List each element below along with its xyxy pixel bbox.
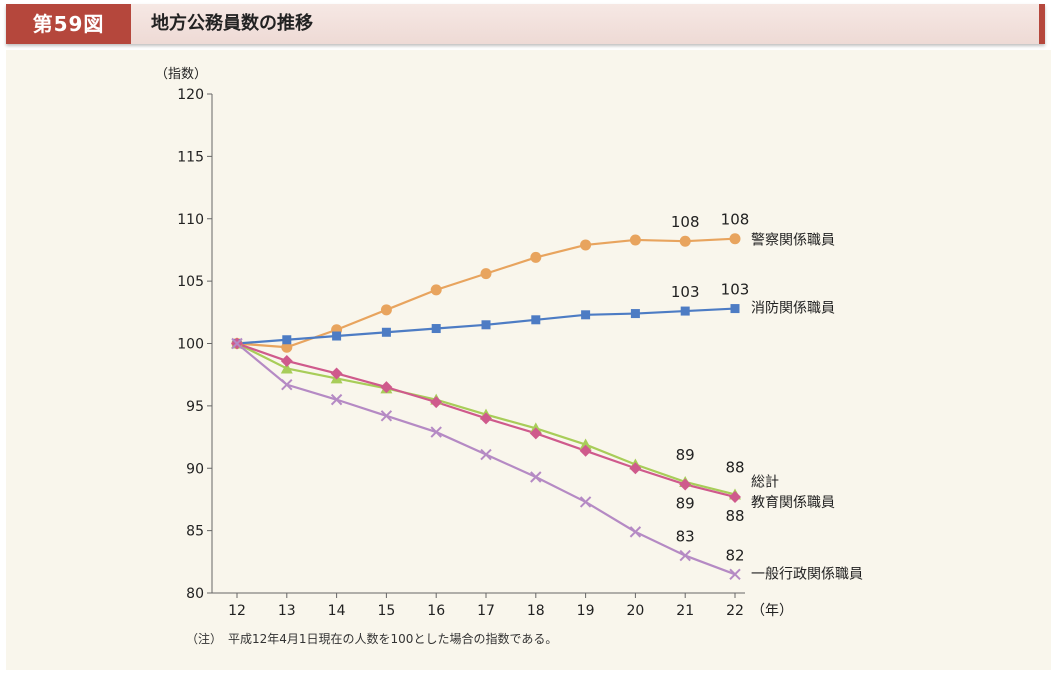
x-tick-label: 18 bbox=[527, 603, 545, 619]
footnote: （注） 平成12年4月1日現在の人数を100とした場合の指数である。 bbox=[186, 632, 558, 646]
y-tick-label: 105 bbox=[177, 274, 204, 290]
data-point-marker bbox=[380, 304, 392, 316]
y-tick-label: 85 bbox=[186, 524, 204, 540]
data-point-marker bbox=[729, 568, 741, 580]
data-point-marker bbox=[529, 427, 542, 440]
x-tick-label: 16 bbox=[427, 603, 445, 619]
series-name-label: 一般行政関係職員 bbox=[751, 566, 863, 582]
data-point-marker bbox=[380, 381, 393, 394]
y-tick-label: 80 bbox=[186, 586, 204, 602]
x-tick-label: 19 bbox=[577, 603, 595, 619]
data-point-marker bbox=[480, 268, 492, 280]
x-tick-label: 20 bbox=[626, 603, 644, 619]
series-line bbox=[236, 342, 736, 576]
data-point-marker bbox=[380, 410, 393, 422]
data-point-marker bbox=[530, 251, 542, 263]
data-point-marker bbox=[381, 327, 391, 337]
data-label: 108 bbox=[721, 211, 750, 229]
data-point-marker bbox=[330, 367, 343, 380]
data-point-marker bbox=[430, 284, 442, 296]
x-tick-label: 17 bbox=[477, 603, 495, 619]
data-point-marker bbox=[531, 315, 541, 325]
y-tick-label: 110 bbox=[177, 212, 204, 228]
data-point-marker bbox=[680, 306, 690, 316]
series-line bbox=[236, 237, 736, 349]
figure-number-badge: 第59図 bbox=[6, 4, 131, 44]
data-point-marker bbox=[630, 309, 640, 319]
data-label: 108 bbox=[671, 213, 700, 231]
data-label: 88 bbox=[725, 507, 744, 525]
data-point-marker bbox=[581, 310, 591, 320]
data-point-marker bbox=[281, 378, 293, 391]
data-label: 103 bbox=[671, 283, 700, 301]
x-tick-label: 14 bbox=[328, 603, 346, 619]
data-point-marker bbox=[679, 549, 691, 562]
data-label: 82 bbox=[725, 546, 744, 564]
x-tick-label: 21 bbox=[676, 603, 694, 619]
x-tick-label: 15 bbox=[377, 603, 395, 619]
data-point-marker bbox=[579, 438, 592, 450]
data-point-marker bbox=[330, 393, 343, 406]
data-point-marker bbox=[480, 448, 492, 461]
data-point-marker bbox=[480, 412, 492, 425]
data-point-marker bbox=[280, 354, 293, 367]
data-point-marker bbox=[579, 496, 592, 508]
x-tick-label: 22 bbox=[726, 603, 744, 619]
data-point-marker bbox=[481, 320, 491, 330]
data-label: 89 bbox=[676, 446, 695, 464]
data-point-marker bbox=[430, 426, 442, 438]
data-point-marker bbox=[729, 490, 741, 503]
data-point-marker bbox=[679, 235, 691, 247]
line-chart: 80 85 90 95 100 105 110 115 120 （指数） 12 13 14 15 16 17 1… bbox=[155, 67, 863, 619]
data-point-marker bbox=[530, 471, 542, 483]
chart-panel: 80 85 90 95 100 105 110 115 120 （指数） 12 13 14 15 16 17 1… bbox=[6, 50, 1051, 670]
data-point-marker bbox=[629, 234, 641, 246]
y-tick-label: 100 bbox=[177, 337, 204, 353]
series-name-label: 教育関係職員 bbox=[751, 495, 835, 511]
data-point-marker bbox=[730, 304, 740, 314]
data-point-marker bbox=[580, 239, 592, 251]
y-tick-label: 120 bbox=[177, 87, 204, 103]
series-name-label: 総計 bbox=[751, 474, 779, 490]
data-point-marker bbox=[282, 335, 292, 345]
data-label: 88 bbox=[725, 458, 744, 476]
data-point-marker bbox=[430, 396, 443, 409]
x-axis-label: （年） bbox=[751, 603, 793, 619]
x-tick-label: 12 bbox=[228, 603, 246, 619]
data-point-marker bbox=[332, 331, 342, 341]
x-tick-label: 13 bbox=[278, 603, 296, 619]
data-point-marker bbox=[729, 233, 741, 245]
data-label: 89 bbox=[676, 494, 695, 512]
series-name-label: 消防関係職員 bbox=[751, 301, 835, 317]
series-name-label: 警察関係職員 bbox=[751, 232, 835, 249]
y-tick-label: 115 bbox=[177, 149, 204, 165]
data-point-marker bbox=[629, 462, 642, 475]
y-tick-label: 90 bbox=[186, 461, 204, 477]
data-point-marker bbox=[679, 478, 692, 491]
data-point-marker bbox=[579, 444, 592, 457]
data-point-marker bbox=[280, 362, 293, 374]
y-axis-label: （指数） bbox=[155, 67, 207, 82]
data-point-marker bbox=[231, 337, 243, 350]
data-point-marker bbox=[629, 526, 642, 538]
data-label: 83 bbox=[676, 528, 695, 546]
data-label: 103 bbox=[721, 281, 750, 299]
figure-title: 地方公務員数の推移 bbox=[151, 13, 313, 34]
data-point-marker bbox=[281, 341, 293, 353]
data-point-marker bbox=[431, 324, 441, 334]
figure-header: 第59図 地方公務員数の推移 bbox=[6, 4, 1045, 44]
y-tick-label: 95 bbox=[186, 399, 204, 415]
